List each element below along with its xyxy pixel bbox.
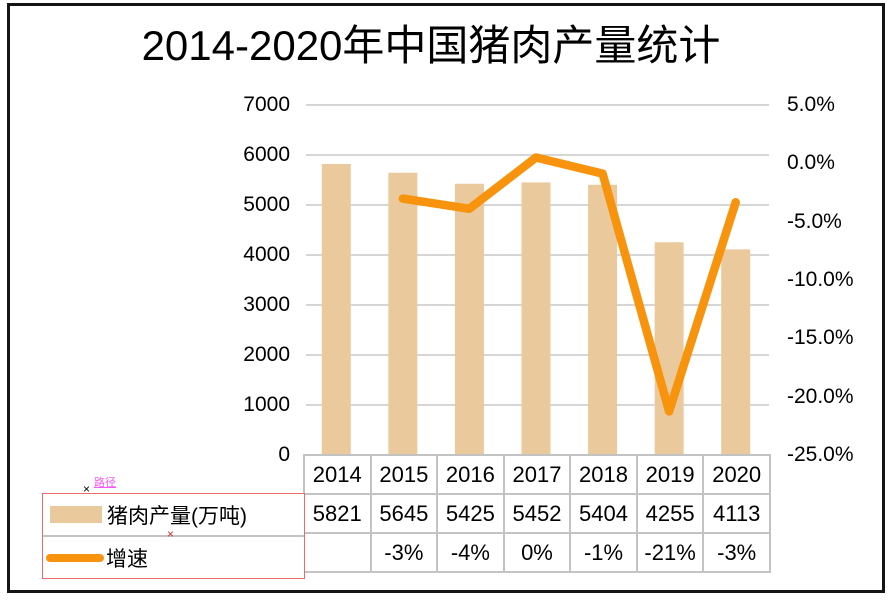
x-axis-label-cell: 2020 xyxy=(702,454,771,495)
production-value-cell: 5821 xyxy=(303,493,372,534)
y-axis-label-left: 3000 xyxy=(243,293,290,316)
x-axis-label-cell: 2019 xyxy=(635,454,705,495)
x-axis-label-cell: 2017 xyxy=(502,454,572,495)
bar-2020[interactable] xyxy=(721,249,751,455)
y-axis-label-left: 2000 xyxy=(243,343,290,366)
y-axis-label-left: 4000 xyxy=(243,243,290,266)
y-axis-label-left: 7000 xyxy=(243,93,290,116)
bar-2016[interactable] xyxy=(454,183,484,455)
legend-row-production: 猪肉产量(万吨) xyxy=(43,494,304,537)
bar-series-swatch-icon xyxy=(50,506,102,523)
bar-2019[interactable] xyxy=(654,242,684,455)
table-row: -3% -4% 0% -1% -21% -3% xyxy=(303,532,771,573)
growth-value-cell: 0% xyxy=(502,532,572,573)
data-table: 2014 2015 2016 2017 2018 2019 2020 5821 5645 5425… xyxy=(303,454,771,573)
selection-handle-icon[interactable]: × xyxy=(167,527,175,541)
legend-selection-box[interactable]: 猪肉产量(万吨) 增速 xyxy=(42,493,305,579)
path-annotation-label[interactable]: 路径 xyxy=(94,477,116,489)
y-axis-label-left: 0 xyxy=(278,443,290,466)
y-axis-label-left: 1000 xyxy=(243,393,290,416)
bar-2017[interactable] xyxy=(521,182,551,455)
selection-handle-icon[interactable]: × xyxy=(83,482,91,496)
production-value-cell: 4255 xyxy=(635,493,705,534)
y-axis-label-right: 5.0% xyxy=(787,93,835,116)
y-axis-label-right: -20.0% xyxy=(787,384,854,408)
bar-2014[interactable] xyxy=(321,163,351,455)
y-axis-label-right: -5.0% xyxy=(787,209,842,233)
bar-2015[interactable] xyxy=(388,172,418,455)
production-value-cell: 5404 xyxy=(569,493,638,534)
production-value-cell: 5452 xyxy=(502,493,572,534)
y-axis-label-right: 0.0% xyxy=(787,151,835,175)
growth-value-cell: -1% xyxy=(569,532,638,573)
legend-row-growth: 增速 xyxy=(43,537,304,578)
growth-value-cell xyxy=(303,532,372,573)
table-row: 5821 5645 5425 5452 5404 4255 4113 xyxy=(303,493,771,534)
y-axis-label-right: -25.0% xyxy=(787,443,854,466)
y-axis-label-left: 5000 xyxy=(243,193,290,216)
bar-2018[interactable] xyxy=(588,184,618,456)
production-value-cell: 5425 xyxy=(436,493,505,534)
growth-value-cell: -21% xyxy=(635,532,705,573)
growth-value-cell: -3% xyxy=(702,532,771,573)
line-series-swatch-icon xyxy=(46,553,104,562)
y-axis-label-right: -15.0% xyxy=(787,326,854,350)
x-axis-label-cell: 2015 xyxy=(369,454,439,495)
x-axis-label-cell: 2016 xyxy=(436,454,505,495)
legend-label-production: 猪肉产量(万吨) xyxy=(107,504,247,528)
chart-title: 2014-2020年中国猪肉产量统计 xyxy=(141,22,721,69)
growth-line-series[interactable] xyxy=(398,153,740,416)
growth-value-cell: -3% xyxy=(369,532,439,573)
table-row: 2014 2015 2016 2017 2018 2019 2020 xyxy=(303,454,771,495)
x-axis-label-cell: 2014 xyxy=(303,454,372,495)
production-value-cell: 5645 xyxy=(369,493,439,534)
y-axis-label-right: -10.0% xyxy=(787,268,854,291)
production-value-cell: 4113 xyxy=(702,493,771,534)
x-axis-label-cell: 2018 xyxy=(569,454,638,495)
y-axis-label-left: 6000 xyxy=(243,143,290,166)
legend-label-growth: 增速 xyxy=(106,547,148,571)
growth-value-cell: -4% xyxy=(436,532,505,573)
